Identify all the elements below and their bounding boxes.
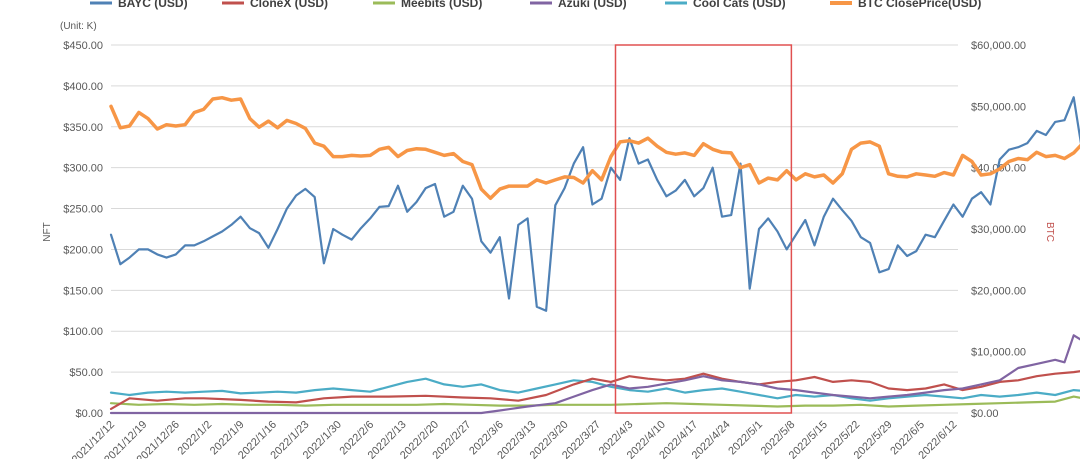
left-tick-label: $150.00 <box>63 285 103 297</box>
left-tick-label: $350.00 <box>63 122 103 134</box>
legend-entry: Meebits (USD) <box>401 0 482 10</box>
series-line-azuki <box>109 334 1080 415</box>
legend-entry: BTC ClosePrice(USD) <box>858 0 981 10</box>
legend-entry: Cool Cats (USD) <box>693 0 786 10</box>
right-tick-label: $50,000.00 <box>971 101 1026 113</box>
left-tick-label: $50.00 <box>69 367 103 379</box>
gridlines <box>111 44 958 414</box>
left-tick-label: $100.00 <box>63 326 103 338</box>
series-line-clonex <box>109 370 1080 410</box>
x-axis-ticks: 2021/12/122021/12/192021/12/262022/1/220… <box>70 419 960 459</box>
series-line-cool <box>109 377 1080 402</box>
legend: BAYC (USD) CloneX (USD) Meebits (USD) Azuki… <box>90 0 981 10</box>
right-axis-ticks: $0.00$10,000.00$20,000.00$30,000.00$40,0… <box>971 40 1026 420</box>
x-tick-label: 2022/5/1 <box>726 419 765 458</box>
right-tick-label: $20,000.00 <box>971 285 1026 297</box>
left-tick-label: $450.00 <box>63 40 103 52</box>
right-tick-label: $10,000.00 <box>971 347 1026 359</box>
left-tick-label: $400.00 <box>63 81 103 93</box>
left-tick-label: $300.00 <box>63 163 103 175</box>
series-line-meebits <box>109 395 1080 408</box>
left-tick-label: $200.00 <box>63 244 103 256</box>
left-axis-ticks: $0.00 $50.00 $100.00 $150.00 $200.00 $250.00 $… <box>63 40 103 420</box>
legend-entry: BAYC (USD) <box>118 0 188 10</box>
left-tick-label: $0.00 <box>75 408 103 420</box>
unit-note: (Unit: K) <box>60 21 97 32</box>
right-tick-label: $0.00 <box>971 408 999 420</box>
x-tick-label: 2022/1/2 <box>176 419 215 458</box>
legend-entry: Azuki (USD) <box>558 0 627 10</box>
y-axis-label-right: BTC <box>1044 222 1055 242</box>
series-lines <box>109 95 1080 415</box>
series-line-bayc <box>109 96 1080 312</box>
series-line-btc <box>109 95 1080 201</box>
left-tick-label: $250.00 <box>63 204 103 216</box>
y-axis-label-left: NFT <box>42 222 53 241</box>
right-tick-label: $30,000.00 <box>971 224 1026 236</box>
legend-entry: CloneX (USD) <box>250 0 328 10</box>
highlight-box <box>614 44 793 414</box>
right-tick-label: $60,000.00 <box>971 40 1026 52</box>
